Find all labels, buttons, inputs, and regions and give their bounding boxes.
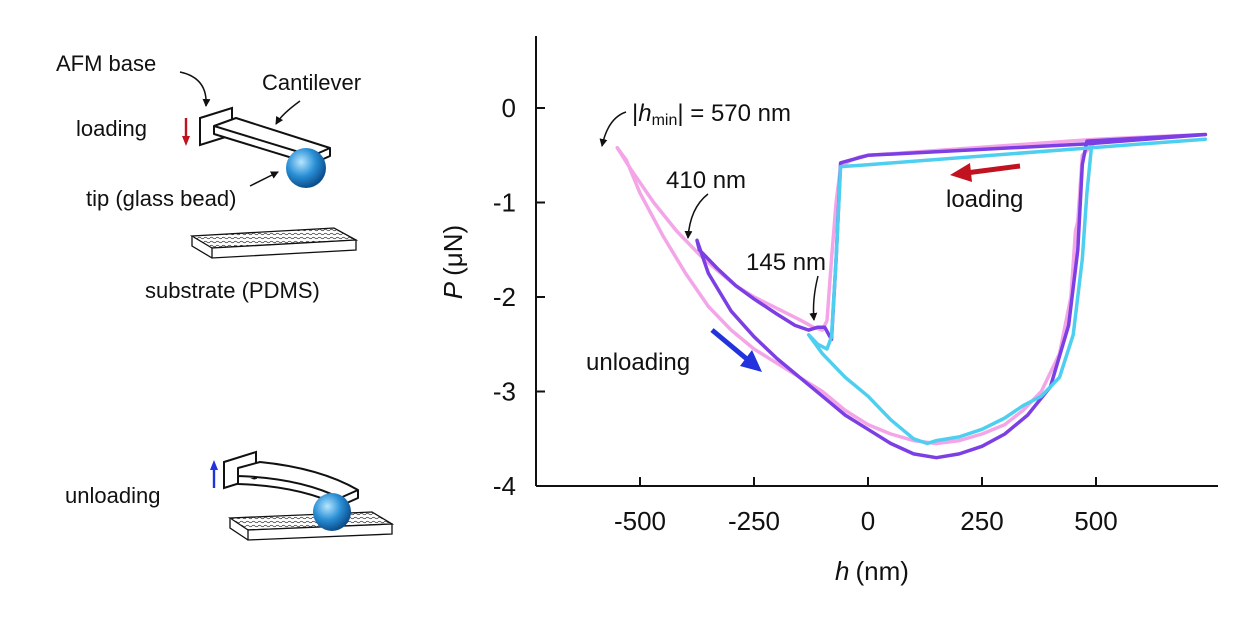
series-line-2 (695, 132, 1208, 460)
y-tick-label: -4 (493, 471, 516, 501)
unloading-up-arrow (210, 460, 218, 488)
hmin-sub: min (652, 112, 678, 129)
y-axis-unit: (μN) (438, 225, 468, 276)
unloading-direction-arrow (710, 328, 762, 372)
x-axis-unit: (nm) (856, 556, 909, 586)
series-line-1 (615, 132, 1208, 446)
loading-down-arrow (182, 118, 190, 146)
pointer-410nm (684, 193, 709, 239)
y-tick-label: -1 (493, 188, 516, 218)
x-ticks: -500 -250 0 250 500 (614, 477, 1118, 536)
pointer-145nm (809, 275, 819, 321)
x-tick-label: 0 (861, 506, 875, 536)
tip-label: tip (glass bead) (86, 186, 236, 211)
substrate-top (189, 227, 359, 259)
y-axis-var: P (438, 281, 468, 299)
y-tick-label: -2 (493, 282, 516, 312)
x-tick-label: -500 (614, 506, 666, 536)
y-tick-label: 0 (502, 93, 516, 123)
hmin-annotation: |hmin| = 570 nm (632, 100, 791, 129)
loading-schematic-label: loading (76, 116, 147, 141)
cantilever-pointer (275, 100, 301, 125)
x-tick-label: 250 (960, 506, 1003, 536)
loading-curve-label: loading (946, 186, 1023, 213)
y-axis-label: P (μN) (438, 225, 468, 299)
hmin-prefix: | (632, 100, 638, 127)
annotation-145nm: 145 nm (746, 249, 826, 276)
series-layer (615, 132, 1208, 460)
hmin-rest: | = 570 nm (677, 100, 791, 127)
y-ticks: 0 -1 -2 -3 -4 (493, 93, 545, 501)
chart: 0-1-2-3-4 -500 -250 0 250 500 P(μN) h (nm) |h… (438, 36, 1218, 586)
x-axis-var: h (835, 556, 849, 586)
afm-base-pointer (179, 71, 211, 107)
x-tick-label: 500 (1074, 506, 1117, 536)
x-axis-label: h (nm) (835, 556, 909, 586)
afm-base-label: AFM base (56, 51, 156, 76)
substrate-label: substrate (PDMS) (145, 278, 320, 303)
annotation-410nm: 410 nm (666, 167, 746, 194)
series-line-3 (806, 137, 1208, 446)
cantilever-label: Cantilever (262, 70, 361, 95)
afm-schematic: AFM base Cantilever loading tip (glass b… (56, 51, 395, 541)
substrate-bottom (227, 511, 395, 541)
glass-bead-tip (286, 148, 326, 188)
hmin-var: h (638, 100, 651, 127)
y-tick-label: -3 (493, 377, 516, 407)
unloading-curve-label: unloading (586, 349, 690, 376)
tip-pointer (249, 171, 279, 187)
unloading-schematic-label: unloading (65, 483, 160, 508)
glass-bead-tip-2 (313, 493, 351, 531)
x-tick-label: -250 (728, 506, 780, 536)
hmin-pointer (599, 111, 627, 147)
loading-direction-arrow (950, 163, 1021, 182)
